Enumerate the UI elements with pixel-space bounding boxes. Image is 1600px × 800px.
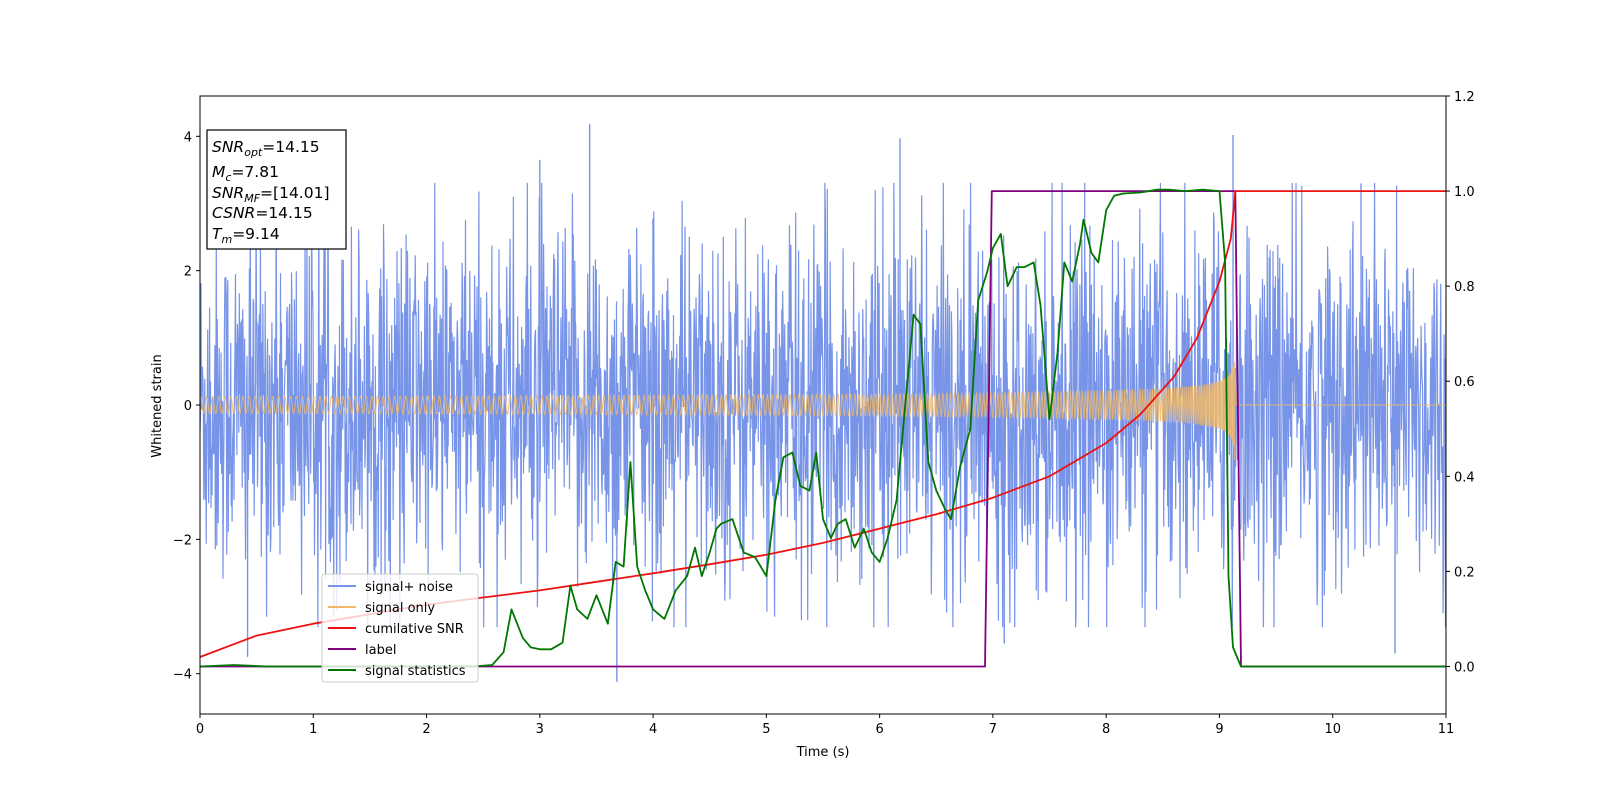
y-axis-label: Whitened strain xyxy=(150,354,165,457)
x-tick-label: 4 xyxy=(649,722,657,737)
x-tick-label: 10 xyxy=(1324,722,1341,737)
info-line-4: Tm=9.14 xyxy=(212,225,280,246)
series-signal-statistics xyxy=(200,188,1446,668)
y2-tick-label: 1.0 xyxy=(1454,185,1475,200)
x-tick-label: 11 xyxy=(1438,722,1455,737)
y-tick-label: −2 xyxy=(173,533,192,548)
legend-label: signal only xyxy=(365,601,435,616)
y-tick-label: −4 xyxy=(173,668,192,683)
x-tick-label: 1 xyxy=(309,722,317,737)
x-axis-label: Time (s) xyxy=(796,745,850,760)
y2-tick-label: 0.2 xyxy=(1454,565,1475,580)
legend-label: signal statistics xyxy=(365,664,466,679)
series-signal-only xyxy=(200,361,1446,461)
x-tick-label: 2 xyxy=(422,722,430,737)
y-tick-label: 2 xyxy=(184,265,192,280)
x-tick-label: 8 xyxy=(1102,722,1110,737)
info-line-0: SNRopt=14.15 xyxy=(212,138,320,159)
x-tick-label: 6 xyxy=(875,722,883,737)
info-line-1: Mc=7.81 xyxy=(212,163,279,184)
x-tick-label: 0 xyxy=(196,722,204,737)
y2-tick-label: 1.2 xyxy=(1454,90,1475,105)
y2-tick-label: 0.4 xyxy=(1454,470,1475,485)
y2-tick-label: 0.8 xyxy=(1454,280,1475,295)
legend: signal+ noise signal only cumilative SNR la… xyxy=(321,573,479,683)
plot-area xyxy=(200,124,1446,682)
y-tick-label: 0 xyxy=(184,399,192,414)
info-line-2: SNRMF=[14.01] xyxy=(212,184,330,205)
x-tick-label: 5 xyxy=(762,722,770,737)
x-tick-label: 3 xyxy=(536,722,544,737)
legend-label: cumilative SNR xyxy=(365,622,464,637)
info-box-frame xyxy=(206,129,347,250)
info-box: SNRopt=14.15 Mc=7.81SNRMF=[14.01]CSNR=14.… xyxy=(206,129,347,250)
legend-label: label xyxy=(365,643,396,658)
x-tick-label: 7 xyxy=(989,722,997,737)
y2-tick-label: 0.0 xyxy=(1454,660,1475,675)
x-tick-label: 9 xyxy=(1215,722,1223,737)
y-tick-label: 4 xyxy=(184,130,192,145)
legend-label: signal+ noise xyxy=(365,580,453,595)
legend-box xyxy=(321,573,479,683)
y2-tick-label: 0.6 xyxy=(1454,375,1475,390)
axis-ticks: 0 1 2 3 4 5 6 7 8 9 10 11 −4 −2 0 2 4 0.0 0.2 0.4 0.6 0.8 1.0 1… xyxy=(173,90,1475,737)
info-line-3: CSNR=14.15 xyxy=(212,204,313,222)
